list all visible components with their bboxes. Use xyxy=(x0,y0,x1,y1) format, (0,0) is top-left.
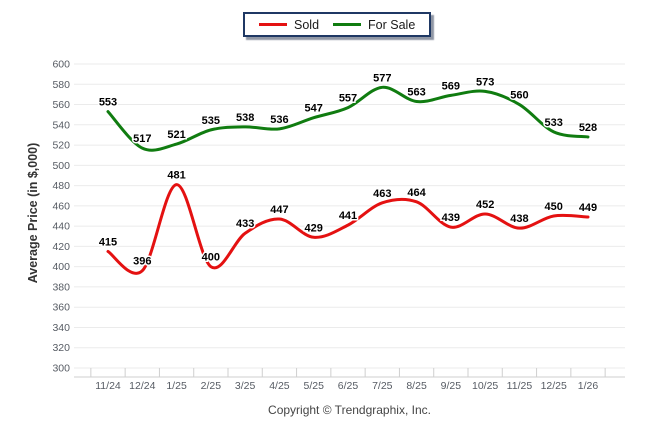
legend-label-for-sale: For Sale xyxy=(368,17,416,32)
data-label-sold: 400 xyxy=(202,252,220,264)
data-label-for-sale: 547 xyxy=(305,103,323,115)
x-tick-label: 1/26 xyxy=(578,380,599,392)
x-tick-label: 3/25 xyxy=(235,380,256,392)
y-tick-label: 500 xyxy=(52,160,70,172)
data-label-sold: 463 xyxy=(373,188,391,200)
data-label-sold: 452 xyxy=(476,199,494,211)
y-tick-label: 460 xyxy=(52,200,70,212)
data-label-for-sale: 569 xyxy=(442,80,460,92)
data-label-for-sale: 538 xyxy=(236,112,254,124)
y-tick-label: 420 xyxy=(52,241,70,253)
legend: Sold For Sale xyxy=(243,12,432,37)
y-tick-label: 520 xyxy=(52,140,70,152)
data-label-for-sale: 560 xyxy=(510,90,528,102)
data-label-for-sale: 553 xyxy=(99,97,117,109)
data-label-for-sale: 528 xyxy=(579,122,597,134)
data-label-sold: 396 xyxy=(133,256,151,268)
x-tick-label: 7/25 xyxy=(372,380,393,392)
y-tick-label: 340 xyxy=(52,322,70,334)
data-label-sold: 429 xyxy=(305,222,323,234)
data-label-sold: 450 xyxy=(545,201,563,213)
copyright: Copyright © Trendgraphix, Inc. xyxy=(268,403,431,417)
data-label-for-sale: 517 xyxy=(133,133,151,145)
x-tick-label: 6/25 xyxy=(338,380,359,392)
data-label-sold: 433 xyxy=(236,218,254,230)
x-tick-label: 8/25 xyxy=(406,380,427,392)
y-tick-label: 440 xyxy=(52,221,70,233)
x-tick-label: 12/24 xyxy=(129,380,155,392)
data-label-sold: 439 xyxy=(442,212,460,224)
data-label-for-sale: 533 xyxy=(545,117,563,129)
x-tick-label: 10/25 xyxy=(472,380,498,392)
y-tick-label: 300 xyxy=(52,363,70,375)
data-label-sold: 481 xyxy=(167,170,185,182)
y-tick-label: 560 xyxy=(52,99,70,111)
data-label-sold: 415 xyxy=(99,236,117,248)
data-label-sold: 464 xyxy=(407,187,426,199)
x-tick-label: 4/25 xyxy=(269,380,290,392)
x-tick-label: 9/25 xyxy=(441,380,462,392)
legend-item-for-sale: For Sale xyxy=(333,18,415,32)
data-label-for-sale: 536 xyxy=(270,114,288,126)
y-tick-label: 540 xyxy=(52,119,70,131)
data-label-sold: 441 xyxy=(339,210,357,222)
data-label-sold: 447 xyxy=(270,204,288,216)
x-tick-label: 11/24 xyxy=(95,380,121,392)
series-line-sold xyxy=(106,183,590,275)
legend-item-sold: Sold xyxy=(259,18,319,32)
data-label-for-sale: 557 xyxy=(339,93,357,105)
for-sale-line-icon xyxy=(333,23,362,26)
series-line-for-sale xyxy=(106,85,590,152)
data-label-for-sale: 573 xyxy=(476,76,494,88)
data-label-for-sale: 577 xyxy=(373,72,391,84)
y-tick-label: 580 xyxy=(52,79,70,91)
x-tick-label: 12/25 xyxy=(541,380,567,392)
data-label-for-sale: 535 xyxy=(202,115,220,127)
y-axis-title: Average Price (in $,000) xyxy=(26,142,40,284)
data-label-sold: 449 xyxy=(579,202,597,214)
data-label-for-sale: 521 xyxy=(167,129,185,141)
y-tick-label: 380 xyxy=(52,281,70,293)
x-tick-label: 2/25 xyxy=(201,380,222,392)
sold-line-icon xyxy=(259,23,287,26)
y-tick-label: 480 xyxy=(52,180,70,192)
data-label-sold: 438 xyxy=(510,213,528,225)
x-tick-label: 11/25 xyxy=(507,380,533,392)
y-tick-label: 320 xyxy=(52,342,70,354)
y-tick-label: 400 xyxy=(52,261,70,273)
x-tick-label: 5/25 xyxy=(303,380,324,392)
y-tick-label: 600 xyxy=(52,59,70,71)
data-label-for-sale: 563 xyxy=(407,86,425,98)
y-tick-label: 360 xyxy=(52,302,70,314)
x-tick-label: 1/25 xyxy=(166,380,187,392)
legend-label-sold: Sold xyxy=(294,17,320,32)
